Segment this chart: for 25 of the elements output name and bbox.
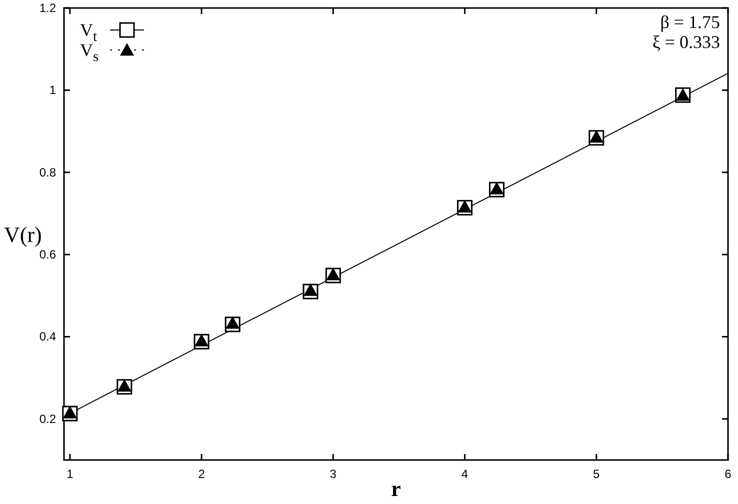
y-tick-label: 0.6: [39, 248, 56, 262]
point: [458, 200, 472, 212]
point: [194, 334, 209, 346]
point: [117, 379, 132, 392]
x-tick-label: 3: [330, 467, 337, 481]
y-tick-label: 0.8: [39, 165, 56, 180]
x-tick-label: 2: [198, 467, 206, 481]
point: [62, 406, 77, 418]
y-tick-label: 1: [49, 83, 56, 98]
y-tick-label: 0.4: [39, 330, 56, 344]
x-tick-label: 4: [461, 467, 468, 481]
point: [326, 268, 340, 280]
y-tick-label: 0.2: [39, 412, 56, 426]
x-tick-label: 1: [66, 467, 74, 481]
point: [589, 130, 604, 143]
annotation: ξ = 0.333: [652, 32, 720, 52]
x-axis-title: r: [391, 476, 402, 501]
x-tick-label: 6: [724, 467, 732, 481]
y-tick-label: 1.2: [39, 1, 56, 15]
point: [490, 182, 504, 194]
annotation: β = 1.75: [660, 12, 720, 32]
x-tick-label: 5: [593, 467, 600, 481]
point: [226, 316, 240, 329]
y-axis-title: V(r): [4, 222, 42, 247]
point: [304, 283, 318, 296]
